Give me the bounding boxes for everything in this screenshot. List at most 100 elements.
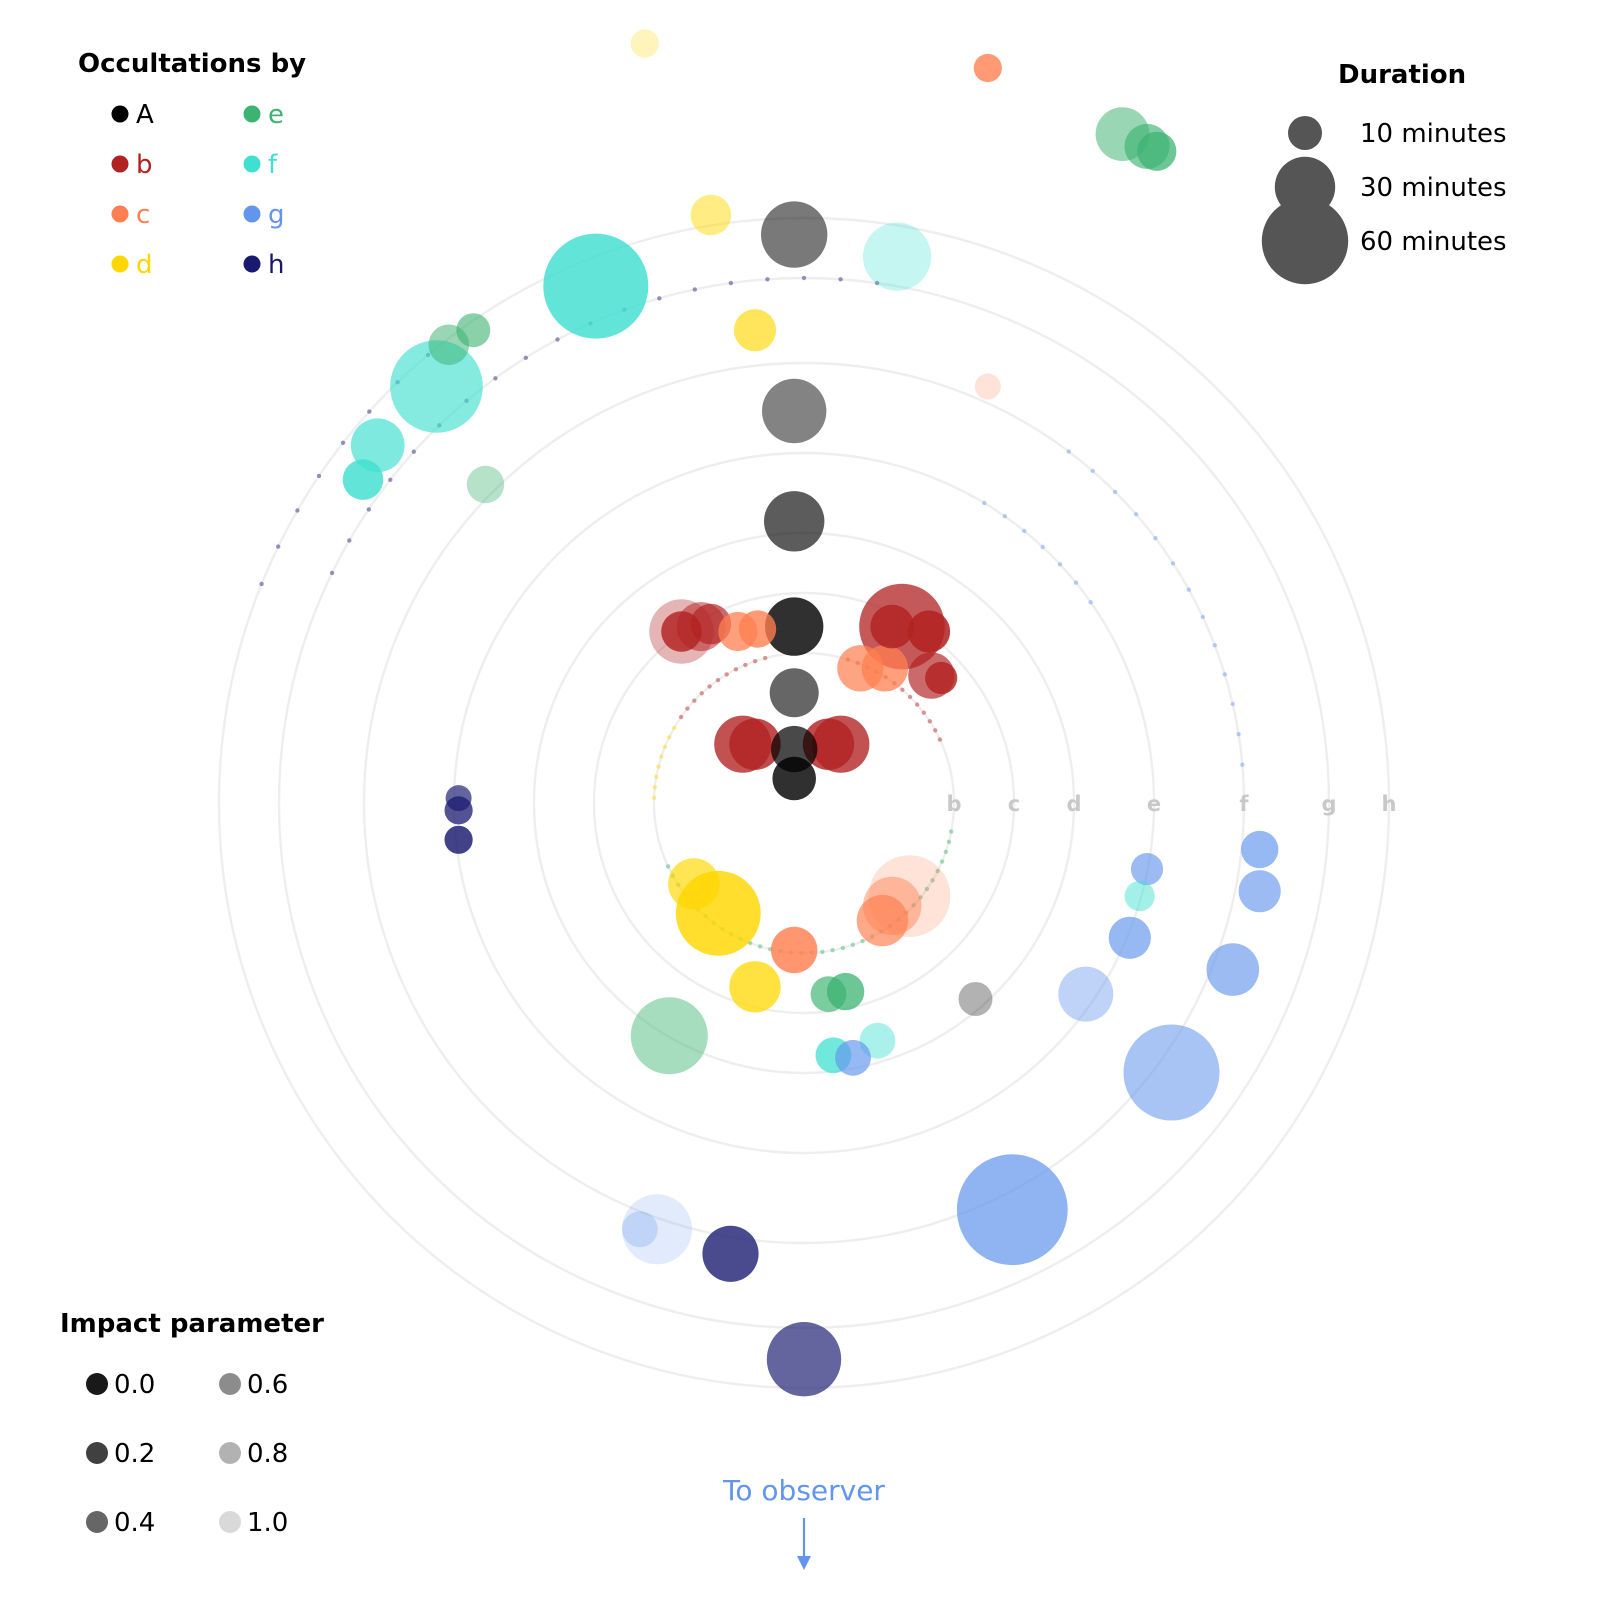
event-point-h: [702, 1225, 759, 1282]
event-point-c: [738, 610, 777, 648]
planet-legend-marker-c: [111, 205, 129, 223]
trail-dot: [388, 477, 393, 482]
event-point-g: [1058, 966, 1114, 1022]
impact-legend-marker: [86, 1511, 108, 1533]
ring-label-c: c: [1008, 792, 1020, 816]
impact-legend-label: 0.4: [114, 1508, 155, 1538]
trail-dot: [937, 737, 943, 742]
impact-legend-title: Impact parameter: [60, 1309, 324, 1339]
duration-legend-label: 10 minutes: [1360, 119, 1507, 149]
trail-dot: [1066, 449, 1072, 454]
trail-dot: [1170, 561, 1176, 566]
event-point-d: [668, 858, 720, 910]
trail-dot: [946, 839, 952, 844]
event-point-g: [622, 1211, 658, 1248]
trail-dot: [921, 710, 926, 715]
event-point-f: [390, 340, 483, 433]
trail-dot: [1112, 489, 1118, 495]
trail-dot: [665, 864, 671, 869]
trail-dot: [411, 449, 416, 454]
event-point-c: [856, 894, 909, 947]
observer-label: To observer: [722, 1474, 885, 1507]
event-point-d: [729, 961, 781, 1013]
trail-dot: [678, 714, 684, 720]
trail-dot: [874, 280, 880, 286]
planet-legend-title: Occultations by: [78, 49, 306, 79]
duration-legend-marker: [1261, 197, 1349, 285]
trail-dot: [949, 829, 954, 834]
planet-legend-label-h: h: [268, 250, 284, 280]
trail-dot: [930, 878, 935, 883]
trail-dot: [753, 659, 758, 664]
planet-legend-marker-f: [243, 155, 261, 173]
ring-label-h: h: [1382, 792, 1397, 816]
event-point-A: [764, 491, 825, 552]
planet-legend-marker-A: [111, 105, 129, 123]
event-point-d: [690, 194, 732, 236]
duration-legend-marker: [1288, 116, 1322, 150]
event-point-g: [1130, 853, 1164, 886]
event-point-A: [761, 201, 828, 268]
event-point-b: [729, 718, 781, 770]
trail-dot: [715, 677, 721, 683]
trail-dot: [915, 702, 920, 707]
duration-legend-title: Duration: [1338, 60, 1466, 90]
trail-dot: [1236, 732, 1241, 737]
planet-legend-marker-d: [111, 255, 129, 273]
impact-legend-items: 0.0 0.2 0.4 0.6 0.8 1.0: [86, 1370, 288, 1538]
ring-label-f: f: [1239, 792, 1249, 816]
trail-dot: [1240, 762, 1245, 767]
event-point-b: [870, 604, 914, 649]
event-point-e: [456, 313, 491, 348]
trail-dot: [1088, 600, 1093, 605]
trail-dot: [671, 725, 677, 731]
trail-dot: [1186, 587, 1192, 592]
trail-dot: [1040, 544, 1045, 550]
trail-dot: [918, 895, 923, 900]
event-point-g: [1206, 943, 1260, 996]
planet-legend-label-f: f: [268, 150, 278, 180]
planet-legend-label-d: d: [136, 250, 153, 280]
trail-dot: [659, 754, 664, 759]
orbit-ring-e: [452, 451, 1156, 1155]
trail-dot: [1057, 562, 1063, 567]
event-point-b: [661, 611, 702, 652]
trail-dot: [860, 938, 865, 944]
planet-legend-label-e: e: [268, 100, 284, 130]
orbit-ring-c: [592, 591, 1016, 1015]
orbit-ring-f: [362, 361, 1246, 1245]
trail-dot: [657, 296, 662, 301]
event-point-d: [733, 309, 777, 352]
trail-dot: [933, 728, 938, 733]
event-point-g: [835, 1039, 871, 1076]
event-point-h: [444, 825, 473, 854]
event-point-e: [466, 465, 505, 504]
event-point-g: [1241, 830, 1279, 869]
event-point-b: [907, 610, 951, 653]
event-point-c: [861, 645, 909, 692]
trail-dot: [347, 538, 352, 543]
trail-dot: [733, 667, 739, 672]
impact-legend: Impact parameter 0.0 0.2 0.4 0.6 0.8 1.0: [60, 1309, 324, 1538]
event-point-f: [543, 233, 649, 339]
trail-dot: [295, 508, 300, 513]
event-point-c: [974, 373, 1001, 400]
trail-dot: [692, 287, 697, 292]
event-point-c: [771, 926, 818, 974]
trail-dot: [523, 355, 528, 360]
trail-dot: [765, 277, 770, 282]
trail-dot: [1073, 580, 1079, 585]
event-point-e: [810, 976, 847, 1012]
impact-legend-marker: [219, 1511, 241, 1533]
impact-legend-label: 0.6: [247, 1370, 288, 1400]
trail-dot: [1002, 514, 1007, 519]
event-point-g: [1108, 916, 1151, 959]
trail-dot: [367, 409, 372, 414]
event-point-b: [925, 661, 958, 695]
trail-dot: [757, 944, 763, 949]
event-point-f: [350, 418, 405, 473]
event-point-h: [766, 1322, 842, 1397]
trail-dot: [900, 687, 905, 692]
